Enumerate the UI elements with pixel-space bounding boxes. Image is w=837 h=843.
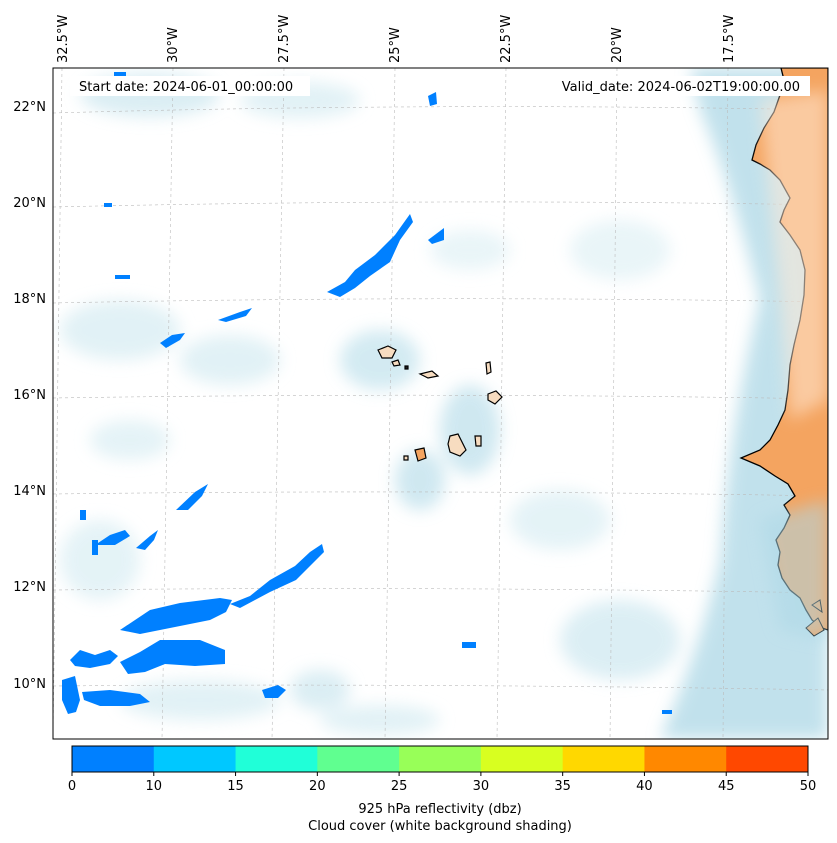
lon-label: 27.5°W (277, 15, 292, 63)
santiago-island (447, 433, 467, 457)
colorbar-tick-label: 30 (473, 779, 490, 794)
reflectivity-patch (92, 540, 98, 555)
reflectivity-patches (62, 72, 672, 714)
santa-luzia-island (404, 365, 409, 370)
reflectivity-patch (62, 676, 80, 714)
lon-label: 30°W (166, 27, 181, 63)
lat-label: 14°N (13, 484, 46, 499)
colorbar-segment (644, 746, 727, 772)
reflectivity-band (230, 544, 324, 608)
maio-island (474, 435, 482, 447)
reflectivity-patch (218, 308, 252, 322)
colorbar: 0 10 15 20 25 30 35 40 45 50 925 hPa reflectivity… (68, 745, 816, 834)
reflectivity-patch (82, 690, 150, 706)
map-panel: Start date: 2024-06-01_00:00:00 Valid_da… (53, 68, 828, 739)
colorbar-segment (399, 746, 482, 772)
colorbar-segment (235, 746, 318, 772)
santo-antao-island (377, 345, 397, 359)
reflectivity-patch (160, 333, 185, 348)
cloud-patch (430, 230, 510, 270)
cloud-patch (60, 520, 140, 600)
reflectivity-patch (95, 530, 130, 545)
lat-label: 22°N (13, 100, 46, 115)
reflectivity-patch (462, 642, 476, 648)
cloud-patch (340, 330, 420, 390)
valid-date-text: Valid_date: 2024-06-02T19:00:00.00 (562, 80, 800, 95)
start-date-text: Start date: 2024-06-01_00:00:00 (79, 80, 293, 95)
colorbar-tick-label: 45 (718, 779, 735, 794)
colorbar-tick-label: 20 (309, 779, 326, 794)
reflectivity-patch (104, 203, 112, 207)
start-date-box (70, 76, 310, 96)
cloud-patch (90, 420, 170, 460)
colorbar-segment (317, 746, 400, 772)
cloud-patch (320, 705, 440, 735)
lon-label: 20°W (610, 27, 625, 63)
lat-label: 16°N (13, 388, 46, 403)
sao-nicolau-island (418, 370, 440, 379)
colorbar-ticks: 0 10 15 20 25 30 35 40 45 50 (68, 772, 816, 794)
fogo-island (414, 447, 427, 462)
cloud-patch (395, 450, 445, 510)
colorbar-tick-label: 40 (636, 779, 653, 794)
latitude-labels: 22°N 20°N 18°N 16°N 14°N 12°N 10°N (13, 100, 46, 692)
lon-label: 32.5°W (56, 15, 71, 63)
reflectivity-patch (428, 228, 444, 244)
reflectivity-patch (114, 72, 126, 76)
ocean-background (53, 68, 828, 739)
colorbar-tick-label: 35 (554, 779, 571, 794)
reflectivity-band (120, 640, 225, 674)
cloud-patch (290, 670, 350, 710)
valid-date-box (540, 76, 810, 96)
longitude-labels: 32.5°W 30°W 27.5°W 25°W 22.5°W 20°W 17.5… (56, 15, 737, 63)
lon-label: 22.5°W (499, 15, 514, 63)
reflectivity-band (327, 214, 413, 297)
cloud-patch (180, 335, 280, 385)
lat-label: 20°N (13, 196, 46, 211)
cloud-patch (570, 220, 670, 280)
cloud-patch (560, 600, 680, 680)
colorbar-segment (480, 746, 564, 772)
colorbar-label-line2: Cloud cover (white background shading) (308, 819, 572, 834)
map-frame (52, 67, 829, 740)
lat-label: 10°N (13, 677, 46, 692)
colorbar-tick-label: 10 (146, 779, 163, 794)
sao-vicente-island (391, 359, 401, 367)
colorbar-frame (71, 745, 809, 773)
colorbar-segment (562, 746, 645, 772)
lon-label: 25°W (388, 27, 403, 63)
cloud-patch (120, 680, 280, 720)
lat-label: 12°N (13, 580, 46, 595)
cloud-patch (60, 300, 180, 360)
cloud-over-land (760, 90, 828, 640)
colorbar-tick-label: 50 (800, 779, 817, 794)
colorbar-tick-label: 0 (68, 779, 76, 794)
lat-label: 18°N (13, 292, 46, 307)
colorbar-label-line1: 925 hPa reflectivity (dbz) (358, 802, 521, 817)
reflectivity-patch (115, 275, 130, 279)
reflectivity-patch (136, 530, 158, 550)
reflectivity-patch (80, 510, 86, 520)
colorbar-segment (72, 746, 155, 772)
colorbar-segment (153, 746, 237, 772)
reflectivity-patch (176, 484, 208, 510)
colorbar-segments (72, 746, 809, 772)
reflectivity-patch (262, 685, 286, 698)
reflectivity-patch (662, 710, 672, 714)
colorbar-segment (726, 746, 809, 772)
cloud-patch (510, 490, 610, 550)
colorbar-tick-label: 15 (227, 779, 244, 794)
lon-label: 17.5°W (722, 15, 737, 63)
sal-island (485, 361, 492, 375)
cape-verde-islands (377, 345, 503, 462)
reflectivity-patch (428, 92, 437, 106)
reflectivity-patch (70, 650, 118, 668)
brava-island (403, 455, 409, 461)
reflectivity-band (120, 598, 232, 634)
colorbar-tick-label: 25 (391, 779, 408, 794)
boa-vista-island (487, 390, 503, 405)
